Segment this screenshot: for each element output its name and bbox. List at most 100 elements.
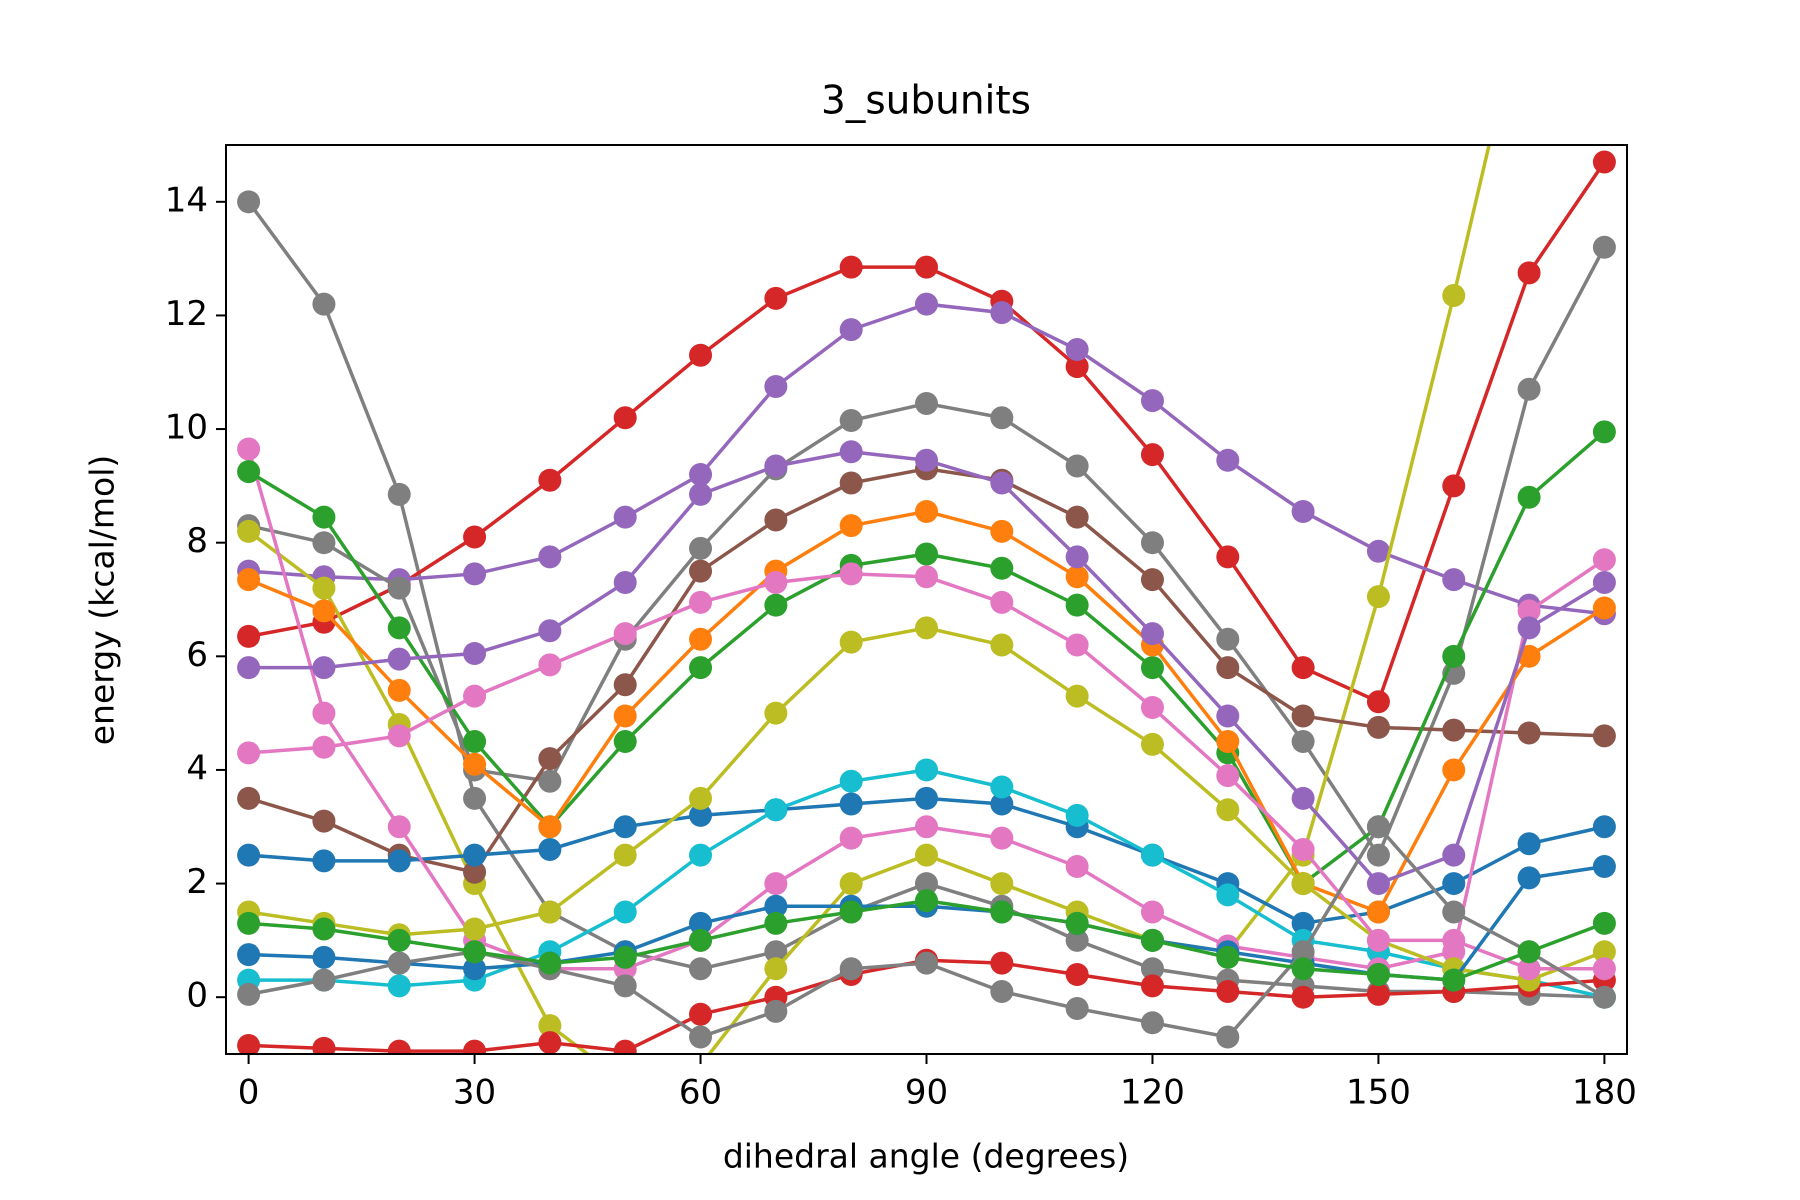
- data-point: [538, 769, 562, 793]
- data-point: [538, 1031, 562, 1054]
- data-point: [764, 286, 788, 310]
- data-point: [990, 633, 1014, 657]
- data-point: [915, 951, 938, 975]
- data-point: [1442, 644, 1466, 668]
- data-point: [1592, 724, 1616, 748]
- data-point: [312, 531, 336, 555]
- data-point: [764, 454, 788, 478]
- data-point: [1065, 803, 1089, 827]
- y-tick-label: 12: [165, 294, 208, 334]
- data-point: [764, 798, 788, 822]
- data-point: [764, 999, 788, 1023]
- data-point: [915, 565, 938, 589]
- data-point: [915, 448, 938, 472]
- data-point: [1216, 945, 1240, 969]
- data-point: [1140, 928, 1164, 952]
- x-tick-label: 60: [679, 1073, 722, 1113]
- data-point: [1065, 545, 1089, 569]
- data-point: [387, 724, 411, 748]
- data-point: [839, 318, 863, 342]
- data-point: [613, 843, 637, 867]
- data-point: [990, 556, 1014, 580]
- data-point: [990, 519, 1014, 543]
- data-point: [915, 786, 938, 810]
- data-point: [990, 301, 1014, 325]
- data-point: [1442, 968, 1466, 992]
- data-point: [1366, 843, 1390, 867]
- data-point: [312, 849, 336, 873]
- data-point: [1216, 545, 1240, 569]
- data-point: [1592, 150, 1616, 174]
- data-point: [1517, 261, 1541, 285]
- data-point: [1592, 235, 1616, 259]
- data-point: [538, 619, 562, 643]
- data-point: [990, 980, 1014, 1004]
- data-point: [1442, 843, 1466, 867]
- data-point: [613, 622, 637, 646]
- data-point: [237, 1033, 261, 1054]
- data-point: [387, 1039, 411, 1054]
- data-point: [990, 792, 1014, 816]
- data-point: [915, 499, 938, 523]
- data-point: [1517, 485, 1541, 509]
- data-point: [538, 951, 562, 975]
- data-point: [237, 911, 261, 935]
- data-point: [312, 505, 336, 529]
- data-point: [237, 460, 261, 484]
- data-point: [237, 624, 261, 648]
- data-point: [1442, 758, 1466, 782]
- data-point: [689, 590, 713, 614]
- data-point: [764, 701, 788, 725]
- data-point: [1517, 377, 1541, 401]
- data-point: [1216, 704, 1240, 728]
- chart-title: 3_subunits: [821, 79, 1031, 124]
- data-point: [1592, 855, 1616, 879]
- data-point: [387, 482, 411, 506]
- data-point: [1291, 872, 1315, 896]
- data-point: [1592, 548, 1616, 572]
- series-line: [247, 145, 1491, 1054]
- data-point: [1366, 928, 1390, 952]
- data-point: [1065, 997, 1089, 1021]
- plot-area: [237, 145, 1616, 1054]
- data-point: [312, 656, 336, 680]
- data-point: [1442, 474, 1466, 498]
- data-point: [764, 570, 788, 594]
- data-point: [312, 292, 336, 316]
- data-point: [990, 872, 1014, 896]
- data-point: [689, 536, 713, 560]
- y-tick-label: 4: [186, 748, 208, 788]
- data-point: [915, 843, 938, 867]
- data-point: [312, 945, 336, 969]
- data-point: [839, 471, 863, 495]
- data-point: [1065, 454, 1089, 478]
- data-point: [1366, 715, 1390, 739]
- data-point: [1291, 911, 1315, 935]
- data-point: [1140, 974, 1164, 998]
- data-point: [387, 815, 411, 839]
- data-point: [990, 775, 1014, 799]
- data-point: [915, 889, 938, 913]
- data-point: [915, 758, 938, 782]
- data-point: [1517, 940, 1541, 964]
- data-point: [1140, 656, 1164, 680]
- data-point: [764, 894, 788, 918]
- data-point: [387, 616, 411, 640]
- data-point: [1517, 957, 1541, 981]
- x-tick-label: 120: [1120, 1073, 1185, 1113]
- data-point: [1442, 872, 1466, 896]
- x-axis-label: dihedral angle (degrees): [723, 1137, 1129, 1176]
- data-point: [1291, 837, 1315, 861]
- data-point: [1592, 815, 1616, 839]
- data-point: [1140, 568, 1164, 592]
- data-point: [990, 900, 1014, 924]
- data-point: [463, 641, 487, 665]
- data-point: [990, 471, 1014, 495]
- data-point: [689, 559, 713, 583]
- y-tick-label: 2: [186, 862, 208, 902]
- data-point: [1065, 928, 1089, 952]
- data-point: [1065, 505, 1089, 529]
- data-point: [1216, 980, 1240, 1004]
- data-point: [689, 957, 713, 981]
- data-point: [1517, 599, 1541, 623]
